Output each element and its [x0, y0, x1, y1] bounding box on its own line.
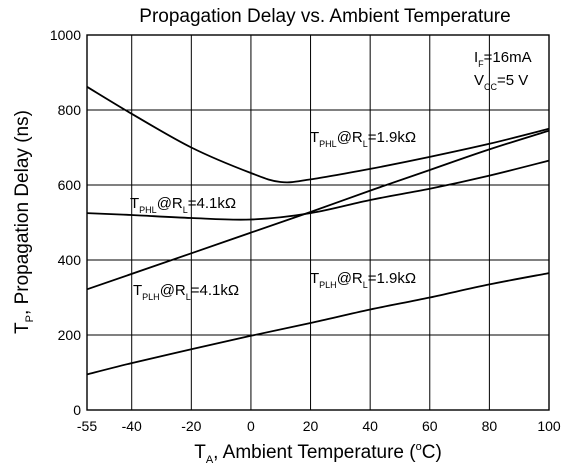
y-tick-label: 600: [58, 177, 82, 193]
x-tick-label: -40: [122, 418, 142, 434]
plot-frame: [86, 34, 550, 411]
x-axis-title: TA, Ambient Temperature (oC): [194, 441, 442, 466]
x-tick-label: 0: [247, 418, 255, 434]
x-tick-labels: -55 -40 -20 0 20 40 60 80 100: [77, 418, 561, 434]
y-tick-label: 0: [73, 402, 81, 418]
series-tplh-4-1k: [86, 129, 550, 291]
condition-vcc: VCC=5 V: [474, 72, 528, 92]
chart-title: Propagation Delay vs. Ambient Temperatur…: [139, 6, 510, 27]
series-label-tphl-4-1k: TPHL@RL=4.1kΩ: [130, 195, 236, 215]
y-tick-label: 1000: [50, 27, 81, 43]
y-axis-title: TP, Propagation Delay (ns): [12, 110, 36, 334]
series-tplh-1-9k: [86, 272, 550, 376]
x-tick-label: 20: [303, 418, 319, 434]
series-tphl-1-9k: [86, 86, 550, 184]
series-label-tplh-1-9k: TPLH@RL=1.9kΩ: [310, 270, 416, 290]
series-curves: [86, 86, 550, 376]
condition-if: IF=16mA: [474, 49, 532, 69]
y-tick-label: 400: [58, 252, 82, 268]
series-label-tplh-4-1k: TPLH@RL=4.1kΩ: [133, 282, 239, 302]
x-tick-label: 60: [422, 418, 438, 434]
series-label-tphl-1-9k: TPHL@RL=1.9kΩ: [310, 129, 416, 149]
y-tick-label: 200: [58, 327, 82, 343]
grid-lines: [86, 34, 550, 411]
y-tick-labels: 0 200 400 600 800 1000: [50, 27, 81, 418]
x-tick-label: 40: [362, 418, 378, 434]
x-tick-label: -55: [77, 418, 97, 434]
x-tick-label: -20: [181, 418, 201, 434]
x-tick-label: 100: [537, 418, 561, 434]
series-tphl-4-1k: [86, 159, 550, 221]
y-tick-label: 800: [58, 102, 82, 118]
x-tick-label: 80: [482, 418, 498, 434]
